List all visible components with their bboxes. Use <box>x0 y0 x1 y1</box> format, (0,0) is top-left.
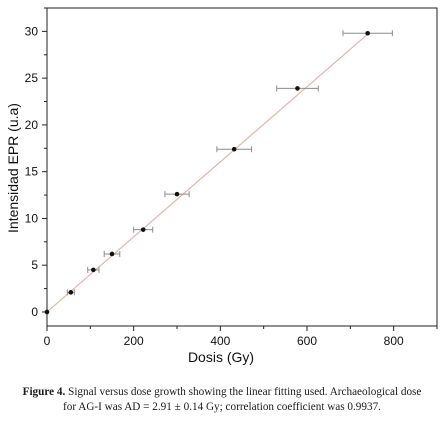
data-point <box>295 86 300 91</box>
caption-text: Signal versus dose growth showing the li… <box>63 386 422 413</box>
data-point <box>365 30 370 36</box>
data-point <box>231 146 237 152</box>
data-point <box>44 309 50 315</box>
linear-fit <box>46 31 371 313</box>
data-point <box>68 290 74 295</box>
y-axis-title: Intensidad EPR (u.a) <box>5 103 21 233</box>
x-tick-label: 800 <box>384 334 404 348</box>
y-tick-label: 5 <box>31 258 38 272</box>
chart: 0 200 400 600 800 0 5 10 15 20 25 30 Dosis (Gy) Int… <box>5 7 438 365</box>
error-bars <box>66 30 393 296</box>
x-tick-label: 400 <box>210 334 230 348</box>
y-tick-label: 0 <box>31 305 38 319</box>
data-point <box>174 191 180 197</box>
y-tick-label: 30 <box>25 24 39 38</box>
x-tick-label: 600 <box>297 334 317 348</box>
y-tick-label: 25 <box>25 71 39 85</box>
data-point <box>109 251 115 257</box>
data-point <box>91 267 96 273</box>
axes-frame <box>46 7 438 327</box>
fit-line <box>46 31 371 313</box>
y-tick-label: 20 <box>25 118 39 132</box>
x-axis-title: Dosis (Gy) <box>188 349 254 365</box>
plot-frame <box>46 7 438 327</box>
y-tick-label: 10 <box>25 211 39 225</box>
x-tick-label: 0 <box>44 334 51 348</box>
data-points <box>44 30 370 315</box>
y-tick-label: 15 <box>25 165 39 179</box>
x-tick-label: 200 <box>124 334 144 348</box>
figure-caption: Figure 4. Signal versus dose growth show… <box>20 385 424 415</box>
caption-label: Figure 4. <box>22 386 66 398</box>
data-point <box>140 227 146 232</box>
axis-ticks: 0 200 400 600 800 0 5 10 15 20 25 30 <box>25 7 438 348</box>
